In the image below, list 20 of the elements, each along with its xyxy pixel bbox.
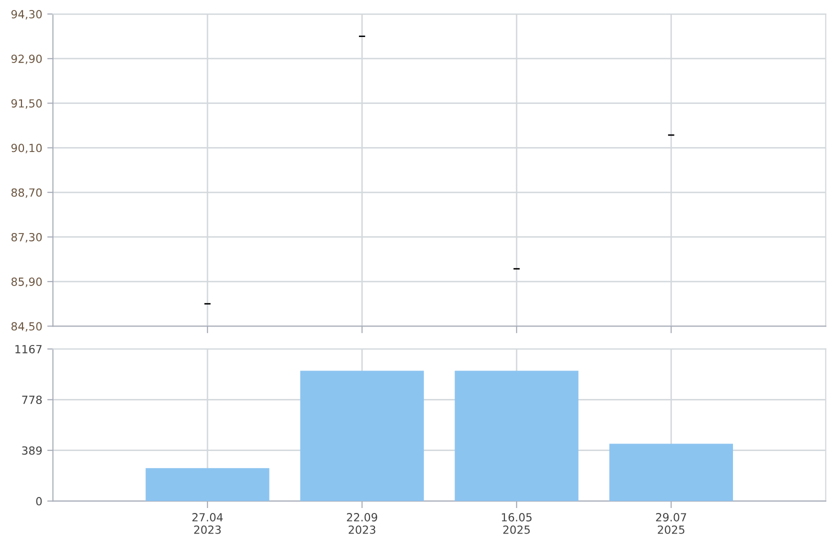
y-tick-label: 389 — [22, 446, 42, 455]
x-tick-label: 16.05 2025 — [502, 513, 532, 534]
y-tick-label: 85,90 — [11, 278, 42, 288]
y-tick-label: 91,50 — [11, 99, 42, 109]
y-tick-label: 88,70 — [11, 188, 42, 198]
y-tick-label: 90,10 — [11, 144, 42, 154]
y-tick-label: 778 — [22, 396, 42, 404]
x-tick-label: 29.07 2025 — [656, 513, 686, 534]
y-tick-label: 0 — [36, 497, 42, 506]
x-tick-label: 27.04 2023 — [192, 513, 223, 534]
y-tick-label: 1167 — [15, 344, 42, 354]
bar — [300, 370, 424, 502]
bar — [146, 468, 270, 502]
y-tick-label: 94,30 — [11, 10, 42, 20]
y-tick-label: 84,50 — [11, 322, 42, 332]
x-tick-label: 22.09 2023 — [346, 513, 378, 534]
y-tick-label: 87,30 — [11, 232, 42, 242]
bar — [609, 444, 733, 502]
bar — [454, 370, 578, 502]
y-tick-label: 92,90 — [11, 54, 42, 64]
